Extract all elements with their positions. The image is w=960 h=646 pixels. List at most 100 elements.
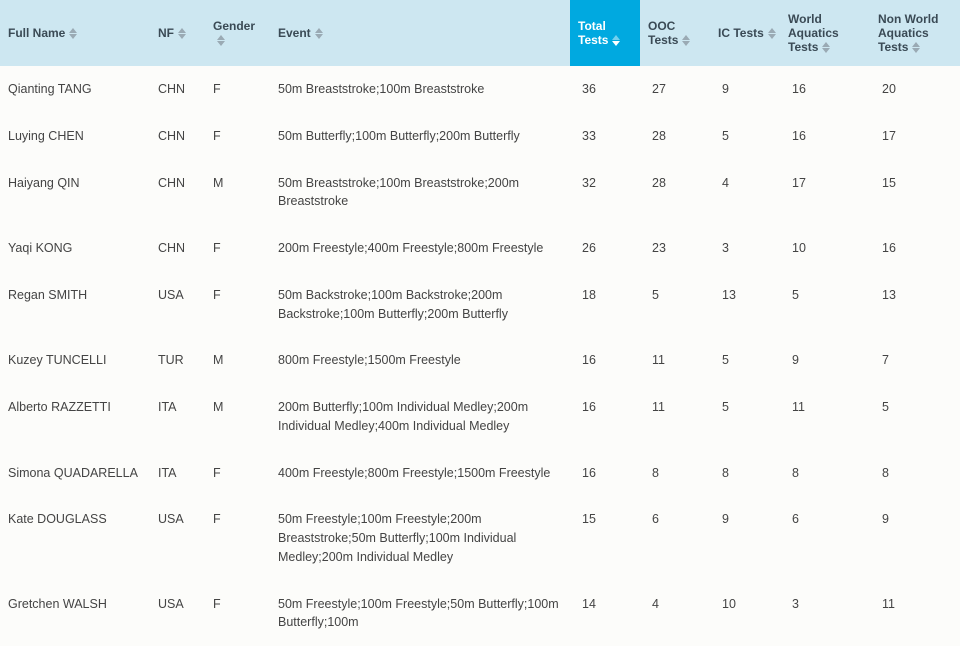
cell-total: 32 bbox=[570, 160, 640, 226]
cell-nwa: 13 bbox=[870, 272, 960, 338]
cell-nwa: 15 bbox=[870, 160, 960, 226]
cell-event: 800m Freestyle;1500m Freestyle bbox=[270, 337, 570, 384]
cell-total: 16 bbox=[570, 450, 640, 497]
cell-event: 50m Breaststroke;100m Breaststroke;200m … bbox=[270, 160, 570, 226]
cell-event: 200m Butterfly;100m Individual Medley;20… bbox=[270, 384, 570, 450]
cell-nf: CHN bbox=[150, 225, 205, 272]
cell-ic: 9 bbox=[710, 66, 780, 113]
cell-wa: 10 bbox=[780, 225, 870, 272]
cell-ic: 5 bbox=[710, 337, 780, 384]
cell-full_name: Simona QUADARELLA bbox=[0, 450, 150, 497]
cell-nwa: 11 bbox=[870, 581, 960, 646]
cell-ic: 3 bbox=[710, 225, 780, 272]
column-header-label: World Aquatics Tests bbox=[788, 12, 839, 54]
cell-nf: CHN bbox=[150, 160, 205, 226]
cell-full_name: Gretchen WALSH bbox=[0, 581, 150, 646]
athlete-tests-table: Full Name NF Gender Event Total Tests OO… bbox=[0, 0, 960, 646]
cell-nf: USA bbox=[150, 272, 205, 338]
cell-nf: CHN bbox=[150, 113, 205, 160]
column-header-nwa[interactable]: Non World Aquatics Tests bbox=[870, 0, 960, 66]
cell-ic: 4 bbox=[710, 160, 780, 226]
cell-gender: F bbox=[205, 113, 270, 160]
cell-gender: F bbox=[205, 581, 270, 646]
cell-event: 50m Backstroke;100m Backstroke;200m Back… bbox=[270, 272, 570, 338]
cell-gender: F bbox=[205, 272, 270, 338]
cell-nf: ITA bbox=[150, 384, 205, 450]
cell-ic: 5 bbox=[710, 384, 780, 450]
cell-event: 50m Butterfly;100m Butterfly;200m Butter… bbox=[270, 113, 570, 160]
cell-nwa: 8 bbox=[870, 450, 960, 497]
sort-icon[interactable] bbox=[682, 35, 690, 46]
table-row: Haiyang QINCHNM50m Breaststroke;100m Bre… bbox=[0, 160, 960, 226]
column-header-ic[interactable]: IC Tests bbox=[710, 0, 780, 66]
cell-nf: TUR bbox=[150, 337, 205, 384]
cell-ic: 13 bbox=[710, 272, 780, 338]
cell-ooc: 28 bbox=[640, 113, 710, 160]
cell-wa: 8 bbox=[780, 450, 870, 497]
sort-icon[interactable] bbox=[178, 28, 186, 39]
sort-icon[interactable] bbox=[912, 42, 920, 53]
cell-nwa: 17 bbox=[870, 113, 960, 160]
sort-icon[interactable] bbox=[822, 42, 830, 53]
column-header-full_name[interactable]: Full Name bbox=[0, 0, 150, 66]
cell-total: 15 bbox=[570, 496, 640, 580]
cell-total: 14 bbox=[570, 581, 640, 646]
cell-ooc: 8 bbox=[640, 450, 710, 497]
cell-wa: 5 bbox=[780, 272, 870, 338]
cell-nwa: 16 bbox=[870, 225, 960, 272]
cell-ooc: 23 bbox=[640, 225, 710, 272]
cell-wa: 11 bbox=[780, 384, 870, 450]
cell-full_name: Kuzey TUNCELLI bbox=[0, 337, 150, 384]
cell-total: 36 bbox=[570, 66, 640, 113]
cell-full_name: Yaqi KONG bbox=[0, 225, 150, 272]
sort-icon[interactable] bbox=[315, 28, 323, 39]
cell-gender: M bbox=[205, 337, 270, 384]
cell-ooc: 11 bbox=[640, 384, 710, 450]
cell-nf: USA bbox=[150, 496, 205, 580]
table-row: Gretchen WALSHUSAF50m Freestyle;100m Fre… bbox=[0, 581, 960, 646]
cell-ooc: 27 bbox=[640, 66, 710, 113]
column-header-label: Event bbox=[278, 26, 311, 40]
cell-full_name: Qianting TANG bbox=[0, 66, 150, 113]
cell-total: 18 bbox=[570, 272, 640, 338]
cell-gender: F bbox=[205, 496, 270, 580]
table-row: Simona QUADARELLAITAF400m Freestyle;800m… bbox=[0, 450, 960, 497]
column-header-total[interactable]: Total Tests bbox=[570, 0, 640, 66]
table-header-row: Full Name NF Gender Event Total Tests OO… bbox=[0, 0, 960, 66]
cell-gender: M bbox=[205, 384, 270, 450]
column-header-wa[interactable]: World Aquatics Tests bbox=[780, 0, 870, 66]
column-header-nf[interactable]: NF bbox=[150, 0, 205, 66]
cell-nf: CHN bbox=[150, 66, 205, 113]
cell-gender: F bbox=[205, 450, 270, 497]
sort-icon[interactable] bbox=[69, 28, 77, 39]
table-row: Kuzey TUNCELLITURM800m Freestyle;1500m F… bbox=[0, 337, 960, 384]
cell-nwa: 9 bbox=[870, 496, 960, 580]
table-row: Kate DOUGLASSUSAF50m Freestyle;100m Free… bbox=[0, 496, 960, 580]
cell-event: 50m Freestyle;100m Freestyle;50m Butterf… bbox=[270, 581, 570, 646]
cell-nf: USA bbox=[150, 581, 205, 646]
cell-total: 16 bbox=[570, 337, 640, 384]
cell-full_name: Kate DOUGLASS bbox=[0, 496, 150, 580]
cell-ooc: 11 bbox=[640, 337, 710, 384]
column-header-event[interactable]: Event bbox=[270, 0, 570, 66]
cell-ooc: 5 bbox=[640, 272, 710, 338]
cell-full_name: Luying CHEN bbox=[0, 113, 150, 160]
cell-wa: 16 bbox=[780, 113, 870, 160]
sort-icon[interactable] bbox=[768, 28, 776, 39]
table-row: Yaqi KONGCHNF200m Freestyle;400m Freesty… bbox=[0, 225, 960, 272]
cell-total: 26 bbox=[570, 225, 640, 272]
cell-wa: 16 bbox=[780, 66, 870, 113]
sort-icon[interactable] bbox=[217, 35, 225, 46]
cell-event: 50m Freestyle;100m Freestyle;200m Breast… bbox=[270, 496, 570, 580]
cell-full_name: Regan SMITH bbox=[0, 272, 150, 338]
cell-ic: 8 bbox=[710, 450, 780, 497]
table-row: Qianting TANGCHNF50m Breaststroke;100m B… bbox=[0, 66, 960, 113]
column-header-ooc[interactable]: OOC Tests bbox=[640, 0, 710, 66]
column-header-label: OOC Tests bbox=[648, 19, 678, 47]
sort-icon[interactable] bbox=[612, 35, 620, 46]
cell-ooc: 4 bbox=[640, 581, 710, 646]
cell-nwa: 5 bbox=[870, 384, 960, 450]
cell-event: 200m Freestyle;400m Freestyle;800m Frees… bbox=[270, 225, 570, 272]
column-header-label: Total Tests bbox=[578, 19, 608, 47]
column-header-gender[interactable]: Gender bbox=[205, 0, 270, 66]
